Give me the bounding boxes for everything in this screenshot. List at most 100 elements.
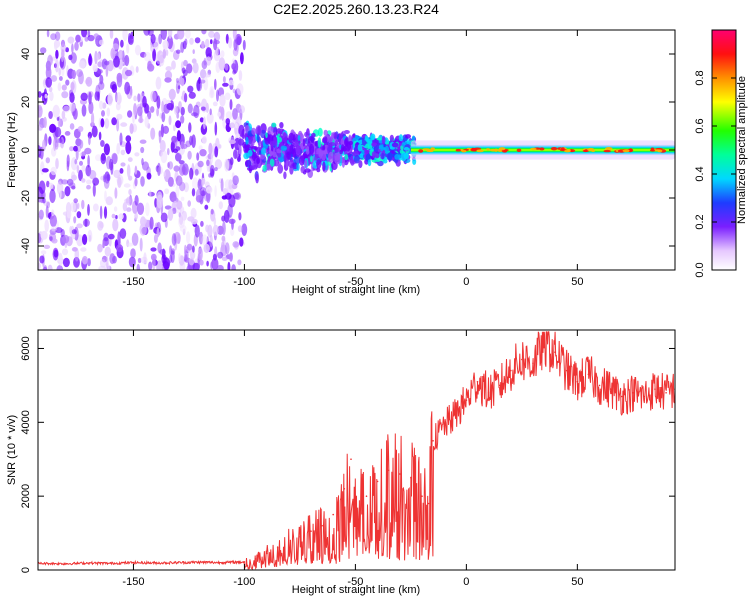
heatmap-cell [62,105,70,113]
heatmap-cell [140,216,146,227]
heatmap-cell [170,140,175,153]
heatmap-cell [184,249,189,261]
heatmap-cell [87,229,93,243]
heatmap-cell [156,194,164,209]
band-hotspot [530,147,537,151]
heatmap-cell [376,137,383,141]
heatmap-cell [49,123,57,133]
band-hotspot [461,150,467,153]
snr-point [387,469,390,472]
heatmap-cell [219,94,226,107]
heatmap-cell [191,218,198,225]
snr-x-ticks: -150 -100 -50 0 50 [122,330,583,588]
heatmap-cell [316,167,321,173]
heatmap-cell [129,123,134,135]
heatmap-cell [220,50,225,58]
snr-point [354,502,357,505]
heatmap-cell [113,206,118,212]
heatmap-cell [259,154,266,160]
heatmap-cell [328,151,334,163]
heatmap-cell [51,226,57,232]
heatmap-cell [187,103,193,114]
heatmap-cell [131,232,139,246]
heatmap-cell [167,148,170,156]
heatmap-cell [183,59,188,67]
heatmap-cell [145,202,150,217]
heatmap-cell [97,61,103,68]
snr-point [410,476,412,479]
heatmap-cell [79,139,84,149]
heatmap-cell [314,140,318,147]
heatmap-cell [139,237,143,252]
heatmap-cell [143,51,151,62]
y-tick-label: 6000 [20,336,32,360]
heatmap-cell [171,60,176,70]
heatmap-cell [212,101,218,107]
heatmap-cell [274,138,278,148]
heatmap-cell [162,257,171,270]
heatmap-cell [261,147,266,157]
heatmap-cell [142,161,149,171]
heatmap-cell [179,215,184,226]
snr-point [288,539,290,542]
heatmap-cell [212,224,219,237]
heatmap-cell [61,49,65,59]
heatmap-cell [334,152,341,161]
heatmap-cell [74,159,77,165]
snr-point [543,344,545,346]
heatmap-cell [218,201,223,210]
heatmap-cell [241,223,248,236]
x-tick-label: 50 [571,276,583,288]
heatmap-cell [217,87,225,97]
band-hotspot [516,148,522,152]
heatmap-cell [180,141,185,150]
heatmap-cell [150,90,157,102]
snr-point [632,392,634,394]
heatmap-cell [149,190,152,198]
heatmap-cell [245,144,251,150]
heatmap-cell [206,186,213,194]
snr-point [199,561,201,563]
heatmap-cell [180,196,185,201]
heatmap-cell [233,149,238,160]
heatmap-cell [205,56,212,66]
heatmap-cell [205,102,209,113]
heatmap-cell [86,184,91,190]
heatmap-cell [44,219,49,232]
snr-point [243,561,246,563]
heatmap-cell [96,52,101,61]
heatmap-cell [288,132,295,144]
heatmap-cell [112,218,119,232]
heatmap-cell [73,256,80,268]
heatmap-cell [199,79,206,84]
heatmap-cell [88,170,97,180]
snr-y-axis-title: SNR (10 * v/v) [6,415,18,485]
heatmap-cell [74,41,79,51]
band-hotspot [605,147,613,151]
heatmap-cell [38,124,43,131]
heatmap-cell [150,34,156,44]
heatmap-cell [165,66,172,72]
heatmap-cell [245,136,249,146]
heatmap-cell [43,116,47,129]
heatmap-cell [118,213,124,220]
heatmap-cell [283,171,287,180]
heatmap-cell [229,252,233,262]
heatmap-cell [255,173,259,184]
heatmap-cell [135,66,139,73]
heatmap-cell [236,36,241,46]
heatmap-cell [45,157,50,164]
heatmap-cell [348,136,351,141]
heatmap-cell [76,69,83,78]
heatmap-cell [59,185,62,200]
heatmap-cell [173,200,177,207]
band-hotspot [603,149,611,153]
heatmap-cell [73,216,77,224]
heatmap-cell [316,159,322,169]
heatmap-cell [190,207,197,219]
heatmap-cell [49,236,53,241]
band-hotspot [418,149,424,153]
heatmap-cell [132,110,135,124]
heatmap-cell [233,38,238,51]
heatmap-cell [49,91,54,102]
